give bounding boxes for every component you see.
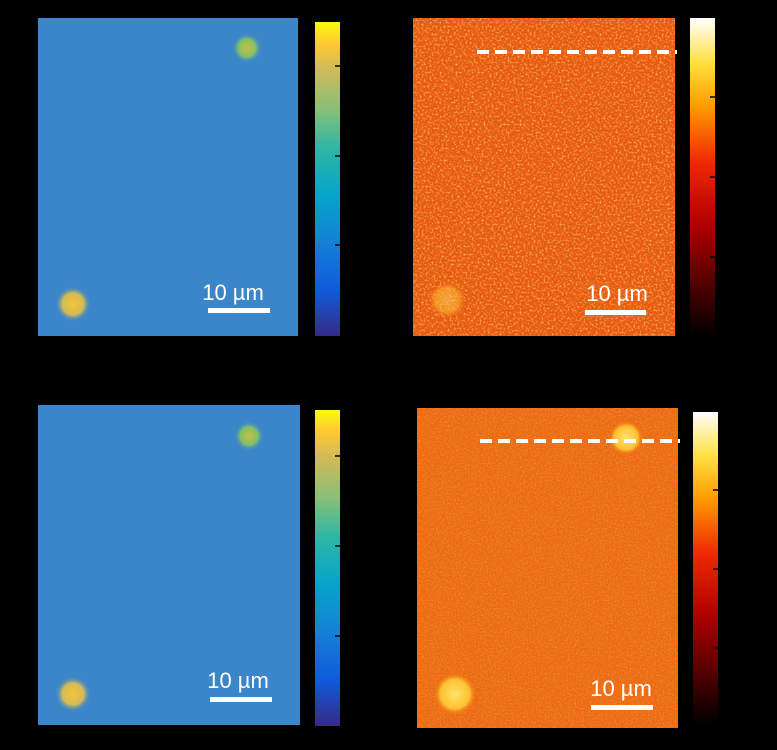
colorbar-ticks xyxy=(335,65,340,246)
colorbar-ticks xyxy=(710,96,715,258)
scale-bar-label: 10 µm xyxy=(207,668,269,693)
panel: 10 µm xyxy=(38,405,340,726)
colorbar xyxy=(693,412,718,724)
particle xyxy=(429,282,465,318)
particle xyxy=(55,676,91,712)
panel: 10 µm xyxy=(38,18,340,336)
scale-bar xyxy=(208,308,270,313)
colorbar xyxy=(315,410,340,726)
scale-bar-label: 10 µm xyxy=(586,281,648,306)
scale-bar-label: 10 µm xyxy=(590,676,652,701)
image-noise xyxy=(413,18,675,336)
scale-bar xyxy=(591,705,653,710)
panel: 10 µm xyxy=(417,408,718,728)
particle xyxy=(234,421,264,451)
colorbar-ticks xyxy=(335,455,340,637)
particle xyxy=(609,421,643,455)
image xyxy=(38,18,298,336)
panel: 10 µm xyxy=(413,18,715,336)
colorbar xyxy=(315,22,340,336)
image xyxy=(38,405,300,725)
scale-bar xyxy=(210,697,272,702)
scale-bar-label: 10 µm xyxy=(202,280,264,305)
particle xyxy=(434,673,476,715)
colorbar-ticks xyxy=(713,489,718,649)
particle xyxy=(55,286,91,322)
particle xyxy=(232,33,262,63)
scale-bar xyxy=(585,310,646,315)
